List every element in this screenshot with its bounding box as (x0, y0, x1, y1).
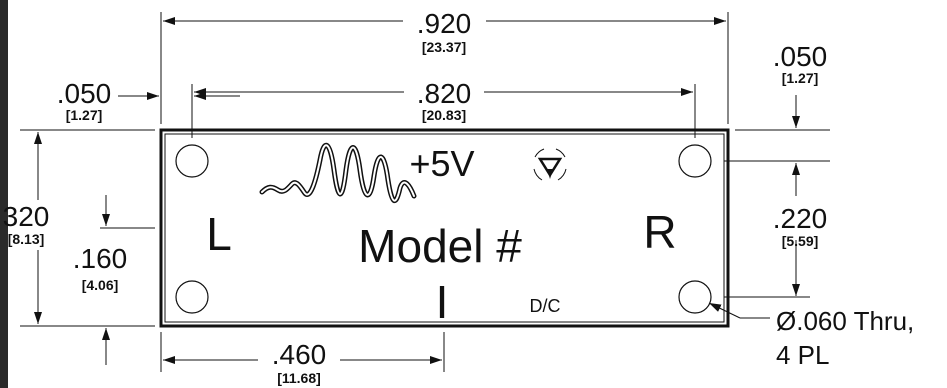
left-inset-dimension: .050 (57, 78, 112, 109)
hole-spacing-y-metric: [5.59] (782, 233, 819, 249)
top-inset-dimension: .050 (773, 41, 828, 72)
mounting-hole-bottom-right (678, 280, 712, 314)
left-inset-metric: [1.27] (66, 107, 103, 123)
left-terminal-label: L (206, 208, 232, 260)
right-terminal-label: R (643, 206, 676, 258)
overall-height-dimension: 320 (3, 201, 50, 232)
part-inner-outline (164, 133, 725, 323)
hole-callout-line1: Ø.060 Thru, (776, 306, 914, 336)
sine-wave-icon (259, 143, 417, 203)
overall-height-metric: [8.13] (8, 231, 45, 247)
hole-spacing-x-dimension: .820 (417, 78, 472, 109)
half-height-dimension: .160 (73, 243, 128, 274)
mounting-hole-top-right (678, 144, 712, 178)
top-inset-metric: [1.27] (782, 70, 819, 86)
mounting-hole-top-left (175, 144, 209, 178)
esd-warning-icon (533, 148, 567, 181)
leader-line (708, 302, 741, 319)
mounting-hole-bottom-left (175, 280, 209, 314)
left-edge-strip (0, 0, 8, 388)
model-number-label: Model # (358, 220, 522, 272)
pin-marker-label: I (436, 276, 449, 328)
voltage-label: +5V (409, 143, 474, 184)
hole-spacing-x-metric: [20.83] (422, 107, 466, 123)
half-height-metric: [4.06] (82, 277, 119, 293)
hole-callout-line2: 4 PL (776, 340, 830, 370)
pin-offset-dimension: .460 (272, 339, 327, 370)
hole-spacing-y-dimension: .220 (773, 203, 828, 234)
part-outline (159, 128, 730, 328)
overall-width-metric: [23.37] (422, 39, 466, 55)
overall-width-dimension: .920 (417, 8, 472, 39)
pin-offset-metric: [11.68] (277, 370, 321, 386)
date-code-label: D/C (530, 296, 561, 316)
